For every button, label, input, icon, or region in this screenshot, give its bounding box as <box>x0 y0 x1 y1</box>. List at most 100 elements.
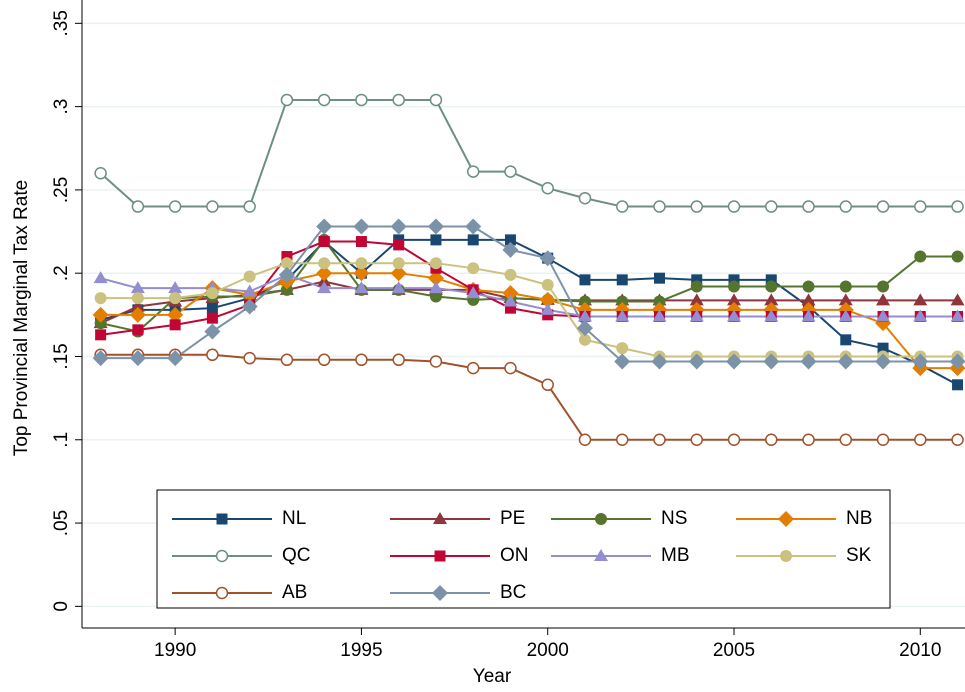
marker <box>94 166 107 180</box>
marker <box>467 262 480 275</box>
marker <box>840 334 852 346</box>
marker <box>168 200 182 213</box>
marker <box>539 250 556 267</box>
marker <box>765 280 778 293</box>
marker <box>615 309 630 322</box>
marker <box>765 274 777 286</box>
marker <box>215 549 229 563</box>
marker <box>131 200 145 213</box>
marker <box>727 309 742 322</box>
marker <box>280 93 294 107</box>
legend-label: PE <box>500 508 525 529</box>
marker <box>765 433 778 447</box>
marker <box>728 274 740 286</box>
marker <box>690 433 703 447</box>
marker <box>429 93 443 107</box>
x-tick-label: 1990 <box>154 640 196 661</box>
legend-label: NB <box>846 508 872 529</box>
legend-label: MB <box>661 545 690 566</box>
marker <box>802 200 815 213</box>
marker <box>204 323 221 340</box>
marker <box>278 266 295 283</box>
y-tick-label: .1 <box>51 432 72 448</box>
marker <box>914 200 927 213</box>
marker <box>504 165 517 178</box>
marker <box>169 292 182 305</box>
marker <box>616 274 628 286</box>
marker <box>578 433 592 447</box>
marker <box>93 271 108 284</box>
marker <box>432 585 448 601</box>
marker <box>353 265 370 282</box>
marker <box>241 298 258 315</box>
marker <box>466 165 480 178</box>
marker <box>354 281 369 294</box>
marker <box>243 351 256 365</box>
marker <box>594 549 608 561</box>
marker <box>216 513 228 525</box>
marker <box>280 353 294 367</box>
marker <box>318 257 331 270</box>
series-line <box>100 225 958 363</box>
marker <box>281 251 293 263</box>
marker <box>206 302 218 314</box>
marker <box>727 200 741 213</box>
legend-label: NS <box>661 508 687 529</box>
marker <box>578 295 591 308</box>
marker <box>616 295 629 308</box>
marker <box>94 317 107 330</box>
marker <box>131 292 144 305</box>
series-line <box>100 262 958 358</box>
marker <box>243 200 256 213</box>
y-tick-label: .35 <box>51 10 72 36</box>
marker <box>393 239 405 251</box>
marker <box>877 342 889 354</box>
marker <box>92 350 109 367</box>
marker <box>317 281 332 294</box>
marker <box>429 355 443 368</box>
legend-label: AB <box>282 582 307 603</box>
marker <box>317 93 331 107</box>
marker <box>94 292 107 305</box>
marker <box>466 286 481 299</box>
marker <box>539 291 556 308</box>
marker <box>428 281 443 294</box>
marker <box>876 309 891 322</box>
marker <box>465 218 482 235</box>
marker <box>317 353 331 367</box>
marker <box>540 302 555 315</box>
marker <box>653 433 666 447</box>
marker <box>652 309 667 322</box>
marker <box>576 320 593 337</box>
marker <box>615 433 629 447</box>
marker <box>318 236 330 248</box>
marker <box>390 218 407 235</box>
marker <box>316 265 333 282</box>
x-axis-label: Year <box>473 666 512 687</box>
marker <box>129 350 146 367</box>
y-tick-label: .05 <box>51 510 72 536</box>
marker <box>802 280 815 293</box>
marker <box>316 218 333 235</box>
marker <box>726 353 743 370</box>
marker <box>838 293 853 306</box>
y-tick-label: .25 <box>51 177 72 203</box>
marker <box>206 348 219 362</box>
marker <box>392 93 405 107</box>
marker <box>778 511 794 527</box>
marker <box>504 268 517 281</box>
marker <box>433 512 447 524</box>
marker <box>765 200 778 213</box>
marker <box>727 293 742 306</box>
marker <box>168 281 183 294</box>
marker <box>132 324 144 336</box>
marker <box>215 586 229 600</box>
marker <box>595 513 607 525</box>
marker <box>130 281 145 294</box>
marker <box>541 378 554 392</box>
marker <box>355 353 368 367</box>
marker <box>427 218 444 235</box>
marker <box>801 293 816 306</box>
marker <box>950 309 965 322</box>
